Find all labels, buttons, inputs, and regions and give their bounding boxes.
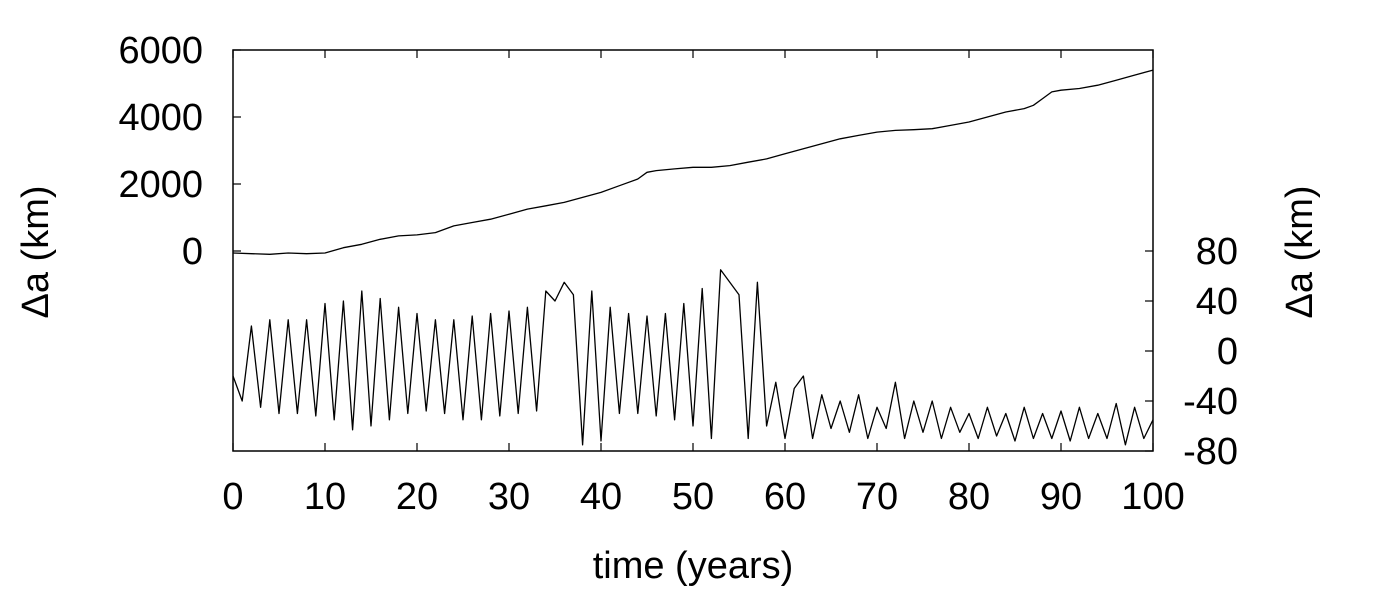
x-tick-label: 60 (764, 476, 806, 518)
x-tick-label: 0 (222, 476, 243, 518)
y-left-tick-label: 4000 (118, 97, 203, 139)
y-right-tick-label: 0 (1217, 331, 1238, 373)
x-tick-label: 50 (672, 476, 714, 518)
x-tick-label: 20 (396, 476, 438, 518)
x-tick-label: 40 (580, 476, 622, 518)
y-left-tick-label: 6000 (118, 30, 203, 72)
y-right-tick-label: 40 (1196, 281, 1238, 323)
series-line-left (232, 69, 1154, 255)
x-tick-label: 100 (1121, 476, 1184, 518)
x-axis-title: time (years) (593, 545, 794, 587)
y-right-tick-label: -40 (1183, 381, 1238, 423)
y-axis-title-left: Δa (km) (15, 185, 57, 318)
y-right-tick-label: 80 (1196, 231, 1238, 273)
x-tick-label: 10 (304, 476, 346, 518)
y-axis-left: 6000 4000 2000 0 (118, 30, 241, 273)
x-tick-label: 70 (856, 476, 898, 518)
y-right-tick-label: -80 (1183, 431, 1238, 473)
series-group (232, 69, 1154, 446)
y-left-tick-label: 2000 (118, 164, 203, 206)
y-left-tick-label: 0 (182, 231, 203, 273)
y-axis-right: 80 40 0 -40 -80 (1145, 231, 1238, 473)
y-axis-title-right: Δa (km) (1279, 185, 1321, 318)
x-tick-label: 80 (948, 476, 990, 518)
x-axis: 0 10 20 30 40 50 60 70 80 90 100 (222, 50, 1185, 518)
x-tick-label: 90 (1040, 476, 1082, 518)
series-line-right (232, 269, 1154, 446)
x-tick-label: 30 (488, 476, 530, 518)
